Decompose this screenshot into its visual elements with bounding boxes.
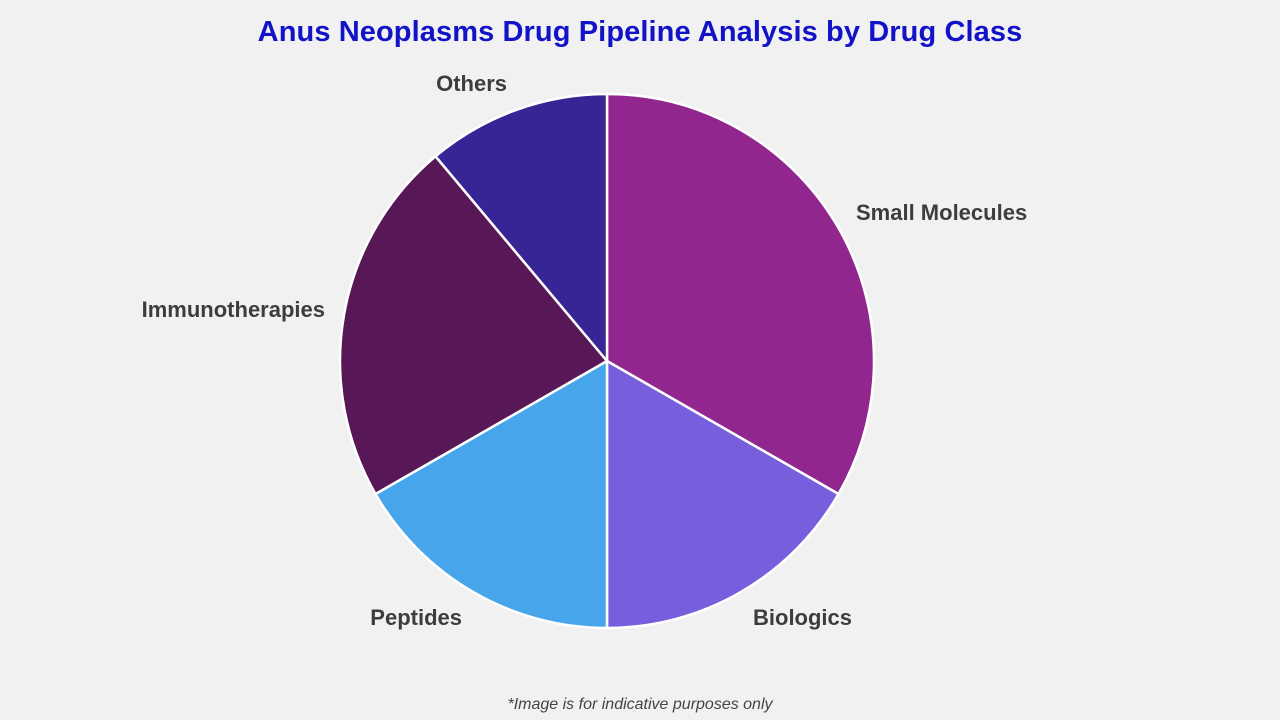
chart-title: Anus Neoplasms Drug Pipeline Analysis by… [257,16,1023,48]
slice-label-small-molecules: Small Molecules [856,200,1027,225]
pie-slice-peptides [374,359,609,630]
pie-slice-biologics [605,359,840,630]
pie-slices [338,92,876,630]
slice-label-peptides: Peptides [370,605,462,630]
pie-slice-immunotherapies [338,155,609,496]
pie-slice-others [434,92,609,363]
pie-slice-small-molecules [605,92,876,496]
pie-labels: Small Molecules Biologics Peptides Immunoth… [142,71,1028,630]
slice-label-biologics: Biologics [753,605,852,630]
slice-label-immunotherapies: Immunotherapies [142,297,325,322]
footnote: *Image is for indicative purposes only [507,696,773,713]
slice-label-others: Others [436,71,507,96]
